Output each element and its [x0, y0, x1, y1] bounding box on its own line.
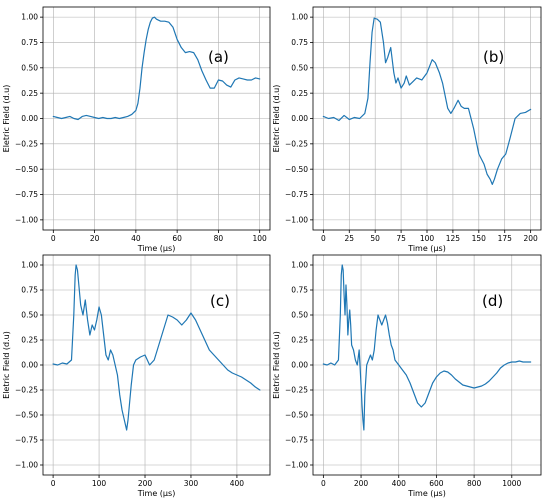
x-tick-label: 600 [429, 479, 444, 488]
panel-label: (c) [210, 292, 230, 310]
x-tick-label: 100 [253, 234, 268, 243]
x-tick-label: 400 [392, 479, 407, 488]
y-tick-label: 0.00 [21, 361, 38, 370]
y-tick-label: 0.25 [291, 336, 308, 345]
x-tick-label: 200 [354, 479, 369, 488]
y-axis-label: Eletric Field (d.u) [2, 85, 11, 153]
x-tick-label: 800 [467, 479, 482, 488]
y-tick-label: 1.00 [291, 261, 308, 270]
x-tick-label: 200 [138, 479, 153, 488]
y-tick-label: −0.75 [15, 436, 38, 445]
y-tick-label: −0.75 [285, 436, 308, 445]
y-tick-label: 0.50 [21, 63, 38, 72]
y-tick-label: −0.50 [285, 411, 308, 420]
y-tick-label: −0.75 [15, 190, 38, 199]
y-axis-label: Eletric Field (d.u) [272, 85, 281, 153]
y-tick-label: 1.00 [21, 261, 38, 270]
y-tick-label: 0.00 [291, 114, 308, 123]
y-tick-label: 0.50 [291, 63, 308, 72]
x-tick-label: 150 [472, 234, 487, 243]
x-tick-label: 75 [396, 234, 406, 243]
x-tick-label: 25 [344, 234, 354, 243]
y-tick-label: 0.00 [291, 361, 308, 370]
chart-panel-1: 0 20 40 60 80 100 −1.00 −0.75 −0.50 −0.25 0.00 0.25… [2, 6, 271, 253]
y-tick-label: 0.00 [21, 114, 38, 123]
series-line [322, 264, 532, 431]
y-tick-label: 0.25 [21, 89, 38, 98]
y-tick-label: 0.75 [291, 286, 308, 295]
x-tick-label: 20 [90, 234, 100, 243]
y-tick-label: −0.25 [285, 386, 308, 395]
y-tick-label: −1.00 [15, 215, 38, 224]
series-line [52, 16, 261, 121]
chart-panel-4: 0 200 400 600 800 1000 −1.00 −0.75 −0.50 −0.25 0.0… [272, 254, 542, 498]
y-tick-label: 0.25 [21, 336, 38, 345]
y-tick-label: 1.00 [21, 13, 38, 22]
x-axis-label: Time (μs) [407, 489, 446, 498]
x-axis-label: Time (μs) [407, 244, 446, 253]
y-tick-label: −0.25 [15, 139, 38, 148]
y-tick-label: −1.00 [15, 461, 38, 470]
panel-label: (b) [483, 48, 504, 66]
y-tick-label: −1.00 [285, 461, 308, 470]
panel-label: (a) [208, 48, 229, 66]
series-line [322, 17, 532, 185]
x-tick-label: 125 [446, 234, 461, 243]
y-tick-label: 0.75 [21, 38, 38, 47]
x-tick-label: 80 [214, 234, 224, 243]
y-tick-label: 0.50 [21, 311, 38, 320]
x-tick-label: 60 [172, 234, 182, 243]
chart-panel-2: 0 25 50 75 100 125 150 175 200 −1.00 −0.75 −0.50 −0.… [272, 6, 542, 253]
x-tick-label: 0 [321, 234, 326, 243]
y-tick-label: −0.25 [15, 386, 38, 395]
y-tick-label: −0.50 [285, 165, 308, 174]
x-tick-label: 175 [498, 234, 513, 243]
x-tick-label: 1000 [502, 479, 521, 488]
panel-label: (d) [482, 292, 503, 310]
y-tick-label: 0.50 [291, 311, 308, 320]
y-tick-label: −0.50 [15, 411, 38, 420]
y-tick-label: −0.25 [285, 139, 308, 148]
y-tick-label: −1.00 [285, 215, 308, 224]
x-tick-label: 100 [92, 479, 107, 488]
x-tick-label: 0 [51, 234, 56, 243]
y-tick-label: 0.75 [291, 38, 308, 47]
y-tick-label: 0.25 [291, 89, 308, 98]
x-axis-label: Time (μs) [137, 244, 176, 253]
x-axis-label: Time (μs) [137, 489, 176, 498]
y-axis-label: Eletric Field (d.u) [2, 331, 11, 399]
x-tick-label: 0 [321, 479, 326, 488]
x-tick-label: 300 [184, 479, 199, 488]
x-tick-label: 0 [51, 479, 56, 488]
x-tick-label: 100 [420, 234, 435, 243]
chart-panel-3: 0 100 200 300 400 −1.00 −0.75 −0.50 −0.25 0.00 0.2… [2, 254, 271, 498]
y-tick-label: 0.75 [21, 286, 38, 295]
series-line [52, 264, 261, 431]
x-tick-label: 50 [370, 234, 380, 243]
y-tick-label: −0.50 [15, 165, 38, 174]
x-tick-label: 40 [131, 234, 141, 243]
x-tick-label: 200 [523, 234, 538, 243]
y-axis-label: Eletric Field (d.u) [272, 331, 281, 399]
y-tick-label: −0.75 [285, 190, 308, 199]
y-tick-label: 1.00 [291, 13, 308, 22]
x-tick-label: 400 [230, 479, 245, 488]
